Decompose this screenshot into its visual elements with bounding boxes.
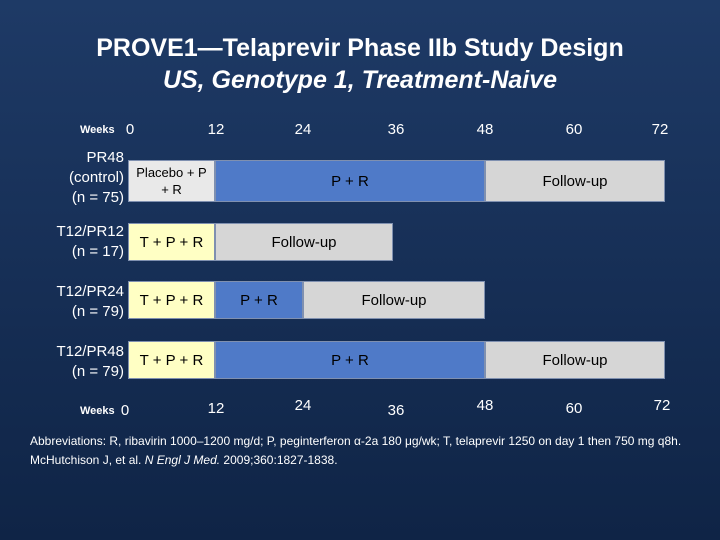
arm-label-t12-pr24: T12/PR24 (n = 79)	[20, 282, 124, 322]
week-tick: 60	[565, 400, 583, 417]
week-tick: 48	[476, 121, 494, 138]
slide-title: PROVE1—Telaprevir Phase IIb Study Design…	[0, 32, 720, 96]
arm-name: T12/PR24	[56, 283, 124, 300]
week-tick: 0	[125, 121, 135, 138]
footnote: Abbreviations: R, ribavirin 1000–1200 mg…	[30, 432, 700, 470]
week-tick: 72	[651, 121, 669, 138]
segment-label: P + R	[331, 351, 369, 369]
segment-label: T + P + R	[139, 291, 204, 309]
segment-placebo-pr: Placebo + P + R	[128, 160, 215, 202]
segment-label: T + P + R	[139, 233, 204, 251]
arm-n: (n = 79)	[71, 303, 124, 320]
citation-journal: N Engl J Med.	[144, 453, 221, 467]
arm-n: (n = 79)	[71, 363, 124, 380]
segment-label: Placebo + P + R	[136, 165, 207, 197]
segment-label: P + R	[240, 291, 278, 309]
weeks-axis-label: Weeks	[80, 124, 115, 136]
week-tick: 12	[207, 121, 225, 138]
segment-label: Follow-up	[542, 172, 608, 190]
week-tick: 48	[476, 397, 494, 414]
segment-tpr: T + P + R	[128, 281, 215, 319]
arm-n: (n = 17)	[71, 243, 124, 260]
segment-pr: P + R	[215, 281, 303, 319]
arm-n: (n = 75)	[71, 189, 124, 206]
arm-label-t12-pr48: T12/PR48 (n = 79)	[20, 342, 124, 382]
segment-label: Follow-up	[361, 291, 427, 309]
week-tick: 60	[565, 121, 583, 138]
segment-pr: P + R	[215, 160, 485, 202]
segment-tpr: T + P + R	[128, 341, 215, 379]
arm-name: T12/PR48	[56, 343, 124, 360]
arm-name: T12/PR12	[56, 223, 124, 240]
week-tick: 36	[387, 402, 405, 419]
arm-name: PR48	[86, 149, 124, 166]
segment-label: Follow-up	[542, 351, 608, 369]
week-tick: 24	[294, 397, 312, 414]
week-tick: 72	[653, 397, 671, 414]
title-line1: PROVE1—Telaprevir Phase IIb Study Design	[96, 34, 624, 62]
citation-details: 2009;360:1827-1838.	[220, 453, 338, 467]
arm-group: (control)	[68, 169, 124, 186]
arm-label-pr48: PR48 (control) (n = 75)	[20, 148, 124, 208]
week-tick: 24	[294, 121, 312, 138]
abbreviations-text: Abbreviations: R, ribavirin 1000–1200 mg…	[30, 434, 682, 448]
weeks-axis-top: Weeks 0 12 24 36 48 60 72	[0, 121, 720, 145]
segment-follow-up: Follow-up	[215, 223, 393, 261]
week-tick: 12	[207, 400, 225, 417]
segment-pr: P + R	[215, 341, 485, 379]
segment-follow-up: Follow-up	[485, 341, 665, 379]
week-tick: 36	[387, 121, 405, 138]
weeks-axis-label: Weeks	[80, 405, 115, 417]
week-tick: 0	[120, 402, 130, 419]
title-line2: US, Genotype 1, Treatment-Naive	[162, 66, 558, 94]
weeks-axis-bottom: Weeks 0 12 24 36 48 60 72	[0, 397, 720, 424]
citation: McHutchison J, et al. N Engl J Med. 2009…	[30, 451, 700, 470]
segment-follow-up: Follow-up	[485, 160, 665, 202]
segment-label: T + P + R	[139, 351, 204, 369]
segment-label: Follow-up	[271, 233, 337, 251]
segment-label: P + R	[331, 172, 369, 190]
citation-authors: McHutchison J, et al.	[30, 453, 145, 467]
arm-label-t12-pr12: T12/PR12 (n = 17)	[20, 222, 124, 262]
segment-tpr: T + P + R	[128, 223, 215, 261]
segment-follow-up: Follow-up	[303, 281, 485, 319]
